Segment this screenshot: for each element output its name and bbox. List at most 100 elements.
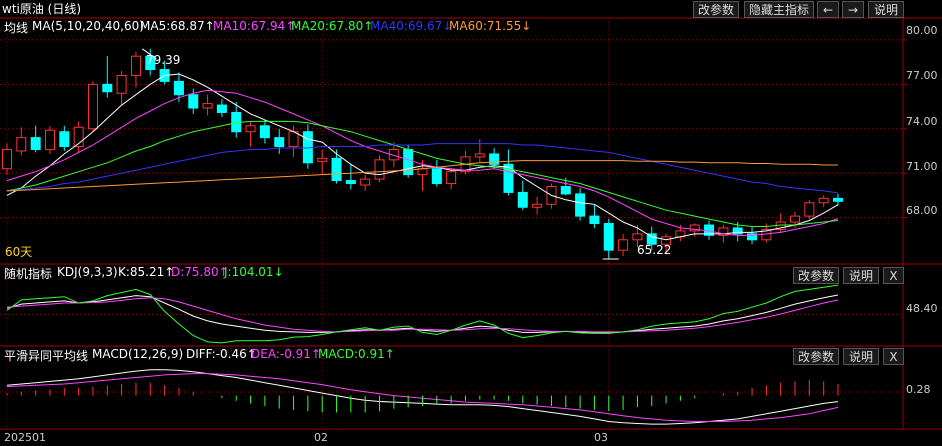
kdj-d-line (6, 297, 839, 333)
candle-body (202, 103, 213, 109)
y-tick-label: 68.00 (906, 204, 938, 217)
kdj-help-button[interactable]: 说明 (843, 267, 879, 284)
kdj-j-value: J:104.01↓ (224, 265, 284, 279)
macd-legend-params: MACD(12,26,9) (92, 347, 184, 361)
candle-body (732, 227, 743, 235)
macd-legend-name: 平滑异同平均线 (4, 349, 89, 363)
candle-body (503, 163, 514, 193)
candle-body (474, 153, 485, 158)
kdj-j-line (6, 284, 839, 344)
help-button[interactable]: 说明 (868, 1, 904, 18)
main-legend-name: 均线 (4, 21, 29, 35)
candle-body (661, 236, 672, 245)
candle-body (689, 224, 700, 232)
candle-body (259, 125, 270, 139)
macd-dea-value: DEA:-0.91↑ (251, 347, 321, 361)
candle-body (245, 125, 256, 133)
candle-body (173, 80, 184, 96)
candle-body (345, 180, 356, 185)
candle-body (30, 137, 41, 150)
macd-diff-value: DIFF:-0.46↑ (186, 347, 257, 361)
kdj-k-value: K:85.21↑ (118, 265, 175, 279)
y-tick-label: 77.00 (906, 69, 938, 82)
candle-body (317, 157, 328, 162)
ma20-value: MA20:67.80↑ (291, 19, 374, 33)
candle-body (489, 153, 500, 165)
ma60-line (6, 160, 838, 192)
macd-histogram (6, 380, 839, 413)
candle-body (274, 137, 285, 148)
kdj-d-value: D:75.80↑ (171, 265, 229, 279)
ma5-line (6, 73, 839, 241)
min-price-label: 65.22 (637, 243, 672, 257)
kdj-close-icon[interactable]: X (883, 267, 904, 284)
hide-main-indicator-button[interactable]: 隐藏主指标 (744, 1, 814, 18)
ma60-value: MA60:71.55↓ (449, 19, 532, 33)
kdj-legend-params: KDJ(9,3,3) (57, 265, 118, 279)
candle-body (532, 203, 543, 208)
candle-body (188, 94, 199, 109)
x-tick-label: 03 (594, 431, 608, 444)
macd-close-icon[interactable]: X (883, 348, 904, 365)
ma40-value: MA40:69.67↓ (370, 19, 453, 33)
candle-body (145, 55, 156, 71)
candle-body (575, 193, 586, 217)
candle-body (517, 191, 528, 208)
ma5-value: MA5:68.87↑ (140, 19, 215, 33)
candle-body (446, 171, 457, 185)
kdj-params-button[interactable]: 改参数 (793, 267, 839, 284)
candle-body (102, 83, 113, 93)
candle-body (632, 233, 643, 241)
candle-body (73, 126, 84, 148)
prev-arrow-icon[interactable]: ← (817, 1, 839, 18)
candle-body (790, 215, 801, 223)
candle-body (747, 233, 758, 241)
y-tick-label: 71.00 (906, 160, 938, 173)
candle-body (130, 55, 141, 76)
candle-body (87, 83, 98, 130)
candle-body (431, 168, 442, 185)
ma40-line (6, 143, 839, 194)
candle-body (360, 178, 371, 186)
candle-body (417, 168, 428, 176)
candle-body (388, 148, 399, 161)
macd-params-button[interactable]: 改参数 (793, 348, 839, 365)
candle-body (804, 202, 815, 217)
candle-body (589, 215, 600, 225)
candle-body (818, 197, 829, 204)
candle-body (331, 157, 342, 182)
params-button[interactable]: 改参数 (693, 1, 739, 18)
macd-macd-value: MACD:0.91↑ (318, 347, 395, 361)
candle-body (374, 159, 385, 180)
x-tick-label: 02 (314, 431, 328, 444)
candle-body (216, 104, 227, 113)
candle-body (646, 233, 657, 245)
indicator-lines (6, 73, 839, 425)
next-arrow-icon[interactable]: → (842, 1, 864, 18)
candle-body (288, 131, 299, 148)
max-price-label: 79.39 (146, 53, 181, 67)
macd-help-button[interactable]: 说明 (843, 348, 879, 365)
candle-body (44, 129, 55, 150)
candle-body (718, 227, 729, 236)
candle-body (618, 239, 629, 251)
candle-body (59, 131, 70, 148)
candle-body (16, 137, 27, 152)
candle-body (403, 148, 414, 176)
period-label: 60天 (5, 245, 33, 259)
y-tick-label: 80.00 (906, 24, 938, 37)
ma10-value: MA10:67.94↑ (213, 19, 296, 33)
y-tick-label: 74.00 (906, 115, 938, 128)
candle-body (560, 185, 571, 195)
main-legend-params: MA(5,10,20,40,60) (32, 19, 144, 33)
kdj-y-tick-label: 48.40 (906, 302, 938, 315)
candle-body (116, 74, 127, 94)
ma10-line (6, 89, 839, 236)
max-marker-line (141, 48, 157, 60)
candle-body (603, 223, 614, 251)
ma20-line (6, 120, 839, 227)
kdj-legend-name: 随机指标 (4, 267, 53, 281)
kdj-k-line (6, 294, 839, 333)
candle-body (2, 148, 12, 170)
